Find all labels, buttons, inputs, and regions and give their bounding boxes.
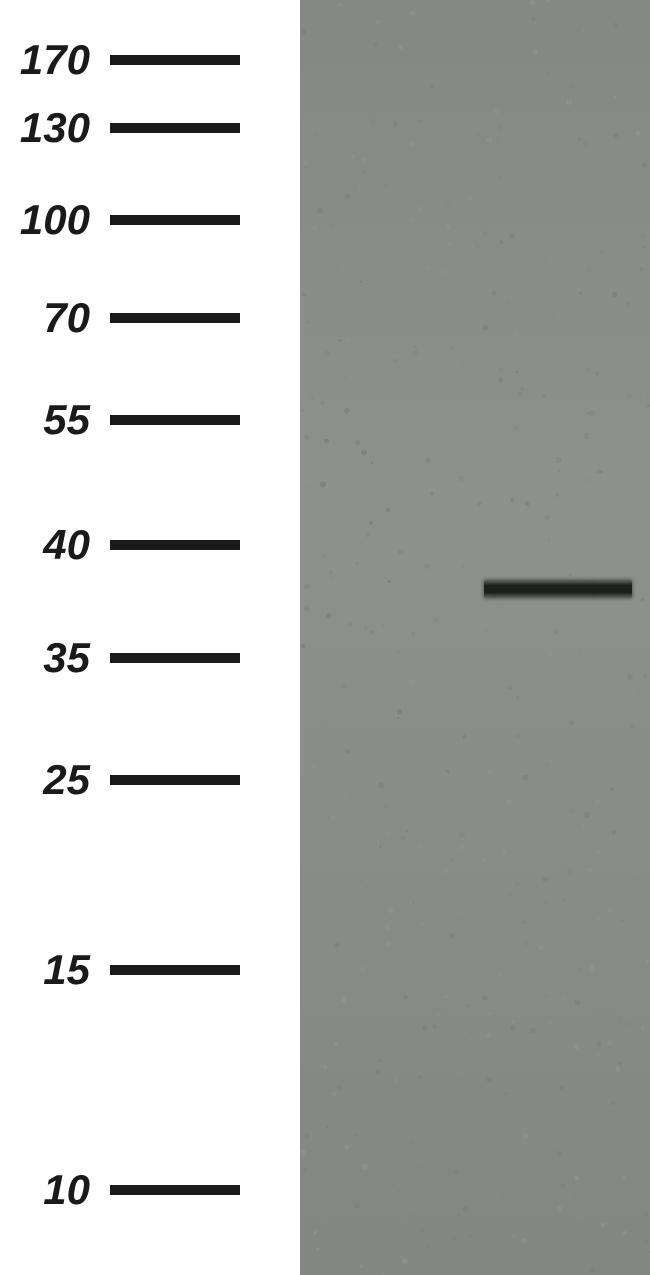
ladder-marker: 15 <box>0 950 240 990</box>
ladder-marker-label: 25 <box>0 756 110 804</box>
ladder-tick <box>110 313 240 323</box>
lane-2 <box>465 0 650 1275</box>
ladder-tick <box>110 1185 240 1195</box>
ladder-tick <box>110 415 240 425</box>
ladder-marker-label: 10 <box>0 1166 110 1214</box>
ladder-marker-label: 15 <box>0 946 110 994</box>
molecular-weight-ladder: 170 130 100 70 55 40 35 25 15 10 <box>0 0 300 1275</box>
ladder-tick <box>110 775 240 785</box>
ladder-marker-label: 40 <box>0 521 110 569</box>
ladder-marker: 10 <box>0 1170 240 1210</box>
protein-band <box>484 580 632 598</box>
ladder-marker: 70 <box>0 298 240 338</box>
membrane-area <box>300 0 650 1275</box>
ladder-marker-label: 130 <box>0 104 110 152</box>
ladder-marker-label: 170 <box>0 36 110 84</box>
lane-1 <box>300 0 465 1275</box>
ladder-tick <box>110 123 240 133</box>
ladder-tick <box>110 965 240 975</box>
ladder-marker: 35 <box>0 638 240 678</box>
ladder-marker: 130 <box>0 108 240 148</box>
ladder-marker: 55 <box>0 400 240 440</box>
ladder-marker-label: 70 <box>0 294 110 342</box>
ladder-tick <box>110 55 240 65</box>
ladder-marker: 40 <box>0 525 240 565</box>
blot-container: 170 130 100 70 55 40 35 25 15 10 <box>0 0 650 1275</box>
ladder-marker: 170 <box>0 40 240 80</box>
ladder-tick <box>110 540 240 550</box>
ladder-tick <box>110 215 240 225</box>
ladder-marker: 25 <box>0 760 240 800</box>
ladder-marker-label: 35 <box>0 634 110 682</box>
ladder-marker: 100 <box>0 200 240 240</box>
ladder-marker-label: 100 <box>0 196 110 244</box>
ladder-tick <box>110 653 240 663</box>
ladder-marker-label: 55 <box>0 396 110 444</box>
